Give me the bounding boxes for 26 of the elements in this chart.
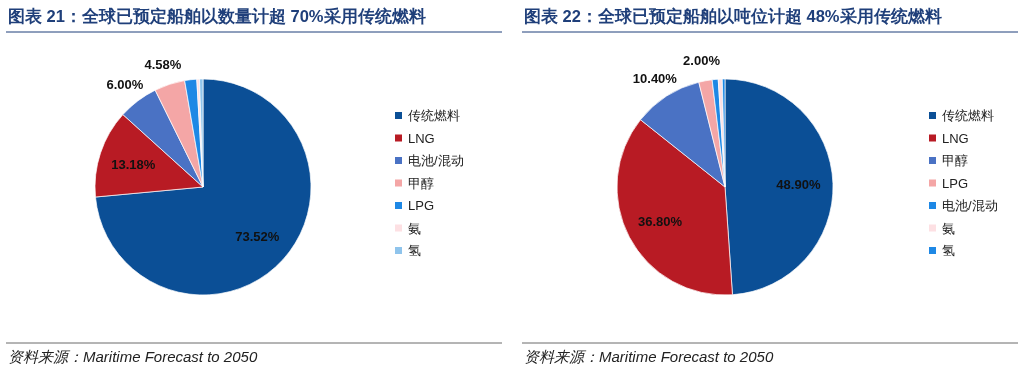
data-label: 73.52% (235, 229, 280, 245)
legend-label: LPG (942, 175, 969, 191)
legend-label: 电池/混动 (408, 153, 464, 168)
legend-label: LNG (942, 130, 969, 146)
data-label: 2.00% (683, 52, 721, 68)
legend-label: 传统燃料 (408, 108, 460, 123)
legend-label: 氢 (408, 243, 421, 258)
legend-label: 氨 (942, 220, 955, 236)
data-label: 6.00% (106, 76, 144, 92)
data-label: 13.18% (111, 156, 156, 172)
chart-title: 图表 21：全球已预定船舶以数量计超 70%采用传统燃料 (8, 7, 426, 25)
chart-title: 图表 22：全球已预定船舶以吨位计超 48%采用传统燃料 (524, 7, 942, 25)
legend-label: LNG (408, 130, 435, 146)
data-label: 10.40% (632, 71, 678, 87)
data-label: 4.58% (144, 56, 182, 72)
text: 资料来源：Maritime Forecast to 2050 (524, 348, 774, 365)
legend-label: 甲醇 (408, 175, 434, 191)
legend-label: LPG (408, 198, 435, 213)
data-label: 36.80% (637, 214, 683, 230)
legend-label: 氢 (942, 243, 955, 258)
legend-label: 氨 (408, 220, 421, 236)
legend-label: 电池/混动 (942, 198, 998, 213)
text: 资料来源：Maritime Forecast to 2050 (8, 348, 258, 365)
legend-label: 甲醇 (942, 153, 968, 168)
legend-label: 传统燃料 (942, 108, 994, 123)
data-label: 48.90% (776, 177, 821, 193)
